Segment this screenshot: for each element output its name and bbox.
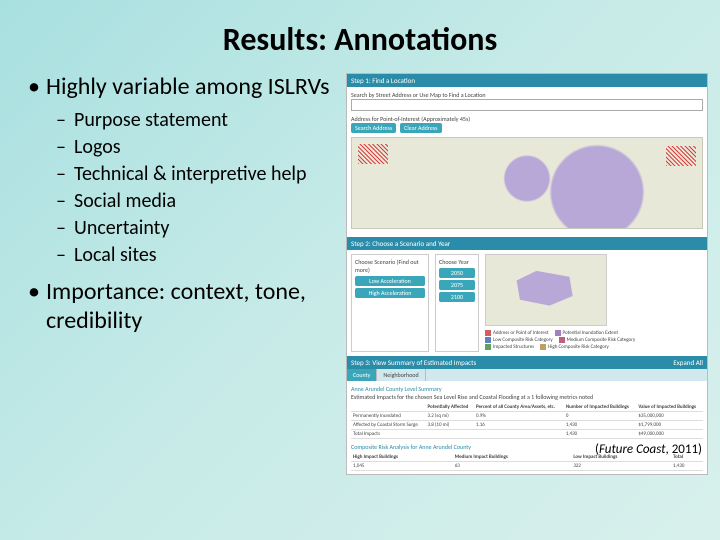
scenario-panel: Choose Scenario (Find out more) Low Acce… — [351, 254, 429, 352]
year-option[interactable]: 2050 — [439, 268, 475, 278]
table-row: Permanently Inundated3.2 (sq mi)0.9%0$35… — [351, 411, 703, 420]
scenario-option[interactable]: High Acceleration — [355, 288, 425, 298]
legend-item: Medium Composite Risk Category — [559, 337, 636, 343]
step3-label: Step 3: View Summary of Estimated Impact… — [351, 358, 476, 367]
map-legend: Address or Point of Interest Potential In… — [485, 330, 635, 351]
bullet-l2: Technical & interpretive help — [56, 162, 338, 187]
bullet-l2: Local sites — [56, 243, 338, 268]
slide-title: Results: Annotations — [28, 20, 692, 59]
step3-header: Step 3: View Summary of Estimated Impact… — [347, 356, 707, 369]
clear-button[interactable]: Clear Address — [400, 123, 441, 133]
bullet-l1: Importance: context, tone, credibility — [28, 278, 338, 336]
legend-item: Address or Point of Interest — [485, 330, 549, 336]
mini-map-block: Address or Point of Interest Potential In… — [485, 254, 635, 352]
tab-neighborhood[interactable]: Neighborhood — [377, 369, 425, 381]
legend-item: Low Composite Risk Category — [485, 337, 553, 343]
text-column: Highly variable among ISLRVs Purpose sta… — [28, 73, 338, 475]
legend-item: Impacted Structures — [485, 344, 534, 350]
year-option[interactable]: 2100 — [439, 292, 475, 302]
addr-sublabel: Address for Point-of-Interest (Approxima… — [351, 115, 703, 123]
search-button[interactable]: Search Address — [351, 123, 396, 133]
bullet-l2: Social media — [56, 189, 338, 214]
bullet-l2: Logos — [56, 135, 338, 160]
legend-item: Potential Inundation Extent — [555, 330, 619, 336]
citation-year: 2011 — [672, 442, 698, 457]
impact-table: Potentially AffectedPercent of all Count… — [351, 403, 703, 439]
step1-header: Step 1: Find a Location — [347, 74, 707, 87]
summary-heading: Anne Arundel County Level Summary — [351, 385, 703, 393]
bullet-l1: Highly variable among ISLRVs — [28, 73, 338, 102]
step2-header: Step 2: Choose a Scenario and Year — [347, 237, 707, 250]
scenario-label: Choose Scenario (Find out more) — [355, 258, 425, 274]
address-input[interactable] — [351, 99, 703, 111]
bullet-l2: Uncertainty — [56, 216, 338, 241]
legend-item: High Composite Risk Category — [540, 344, 609, 350]
mini-map[interactable] — [485, 254, 607, 326]
search-hint: Search by Street Address or Use Map to F… — [351, 91, 703, 99]
citation-source: Future Coast — [599, 442, 666, 457]
expand-all-link[interactable]: Expand All — [673, 358, 703, 367]
year-option[interactable]: 2075 — [439, 280, 475, 290]
main-map[interactable] — [351, 137, 703, 229]
embedded-screenshot: Step 1: Find a Location Search by Street… — [346, 73, 708, 475]
citation: (Future Coast, 2011) — [595, 442, 702, 457]
summary-subtext: Estimated Impacts for the chosen Sea Lev… — [351, 393, 703, 401]
bullet-l2: Purpose statement — [56, 108, 338, 133]
year-label: Choose Year — [439, 258, 475, 266]
summary-tabs: County Neighborhood — [347, 369, 707, 381]
table-row: Total Impacts1,430$49,000,000 — [351, 429, 703, 438]
year-panel: Choose Year 2050 2075 2100 — [435, 254, 479, 352]
table-row: 1,045633221,430 — [351, 461, 703, 470]
tab-county[interactable]: County — [347, 369, 377, 381]
table-row: Affected by Coastal Storm Surge3.8 (10 m… — [351, 420, 703, 429]
scenario-option[interactable]: Low Acceleration — [355, 276, 425, 286]
